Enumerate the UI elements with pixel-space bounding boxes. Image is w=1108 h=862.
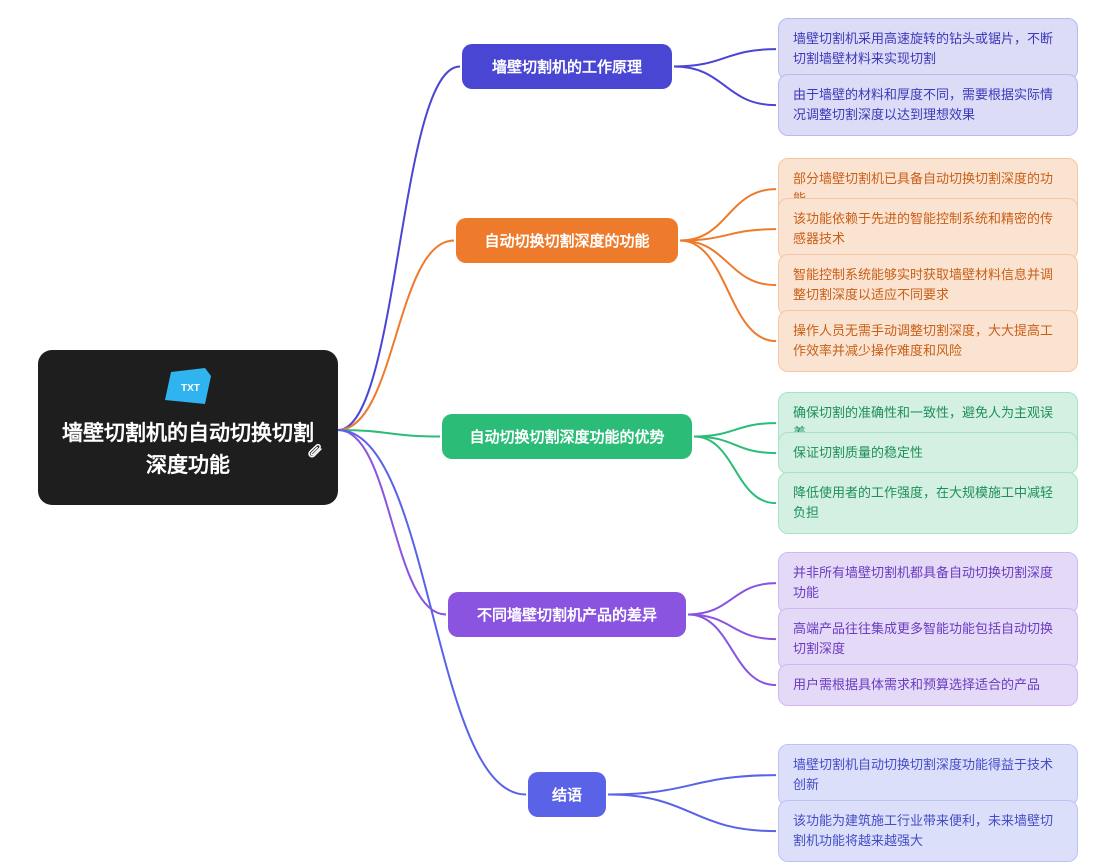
file-icon-label: TXT — [181, 383, 200, 394]
attachment-icon — [306, 443, 324, 461]
leaf-node[interactable]: 用户需根据具体需求和预算选择适合的产品 — [778, 664, 1078, 706]
branch-node-b2[interactable]: 自动切换切割深度的功能 — [456, 218, 678, 263]
leaf-node[interactable]: 高端产品往往集成更多智能功能包括自动切换切割深度 — [778, 608, 1078, 670]
branch-node-b1[interactable]: 墙壁切割机的工作原理 — [462, 44, 672, 89]
leaf-node[interactable]: 降低使用者的工作强度，在大规模施工中减轻负担 — [778, 472, 1078, 534]
leaf-node[interactable]: 智能控制系统能够实时获取墙壁材料信息并调整切割深度以适应不同要求 — [778, 254, 1078, 316]
branch-node-b4[interactable]: 不同墙壁切割机产品的差异 — [448, 592, 686, 637]
leaf-node[interactable]: 由于墙壁的材料和厚度不同，需要根据实际情况调整切割深度以达到理想效果 — [778, 74, 1078, 136]
branch-node-b3[interactable]: 自动切换切割深度功能的优势 — [442, 414, 692, 459]
leaf-node[interactable]: 并非所有墙壁切割机都具备自动切换切割深度功能 — [778, 552, 1078, 614]
leaf-node[interactable]: 墙壁切割机采用高速旋转的钻头或锯片，不断切割墙壁材料来实现切割 — [778, 18, 1078, 80]
leaf-node[interactable]: 该功能依赖于先进的智能控制系统和精密的传感器技术 — [778, 198, 1078, 260]
root-title: 墙壁切割机的自动切换切割深度功能 — [62, 418, 314, 481]
txt-file-icon: TXT — [165, 368, 211, 404]
leaf-node[interactable]: 墙壁切割机自动切换切割深度功能得益于技术创新 — [778, 744, 1078, 806]
leaf-node[interactable]: 操作人员无需手动调整切割深度，大大提高工作效率并减少操作难度和风险 — [778, 310, 1078, 372]
leaf-node[interactable]: 保证切割质量的稳定性 — [778, 432, 1078, 474]
root-node[interactable]: TXT 墙壁切割机的自动切换切割深度功能 — [38, 350, 338, 505]
leaf-node[interactable]: 该功能为建筑施工行业带来便利，未来墙壁切割机功能将越来越强大 — [778, 800, 1078, 862]
branch-node-b5[interactable]: 结语 — [528, 772, 606, 817]
